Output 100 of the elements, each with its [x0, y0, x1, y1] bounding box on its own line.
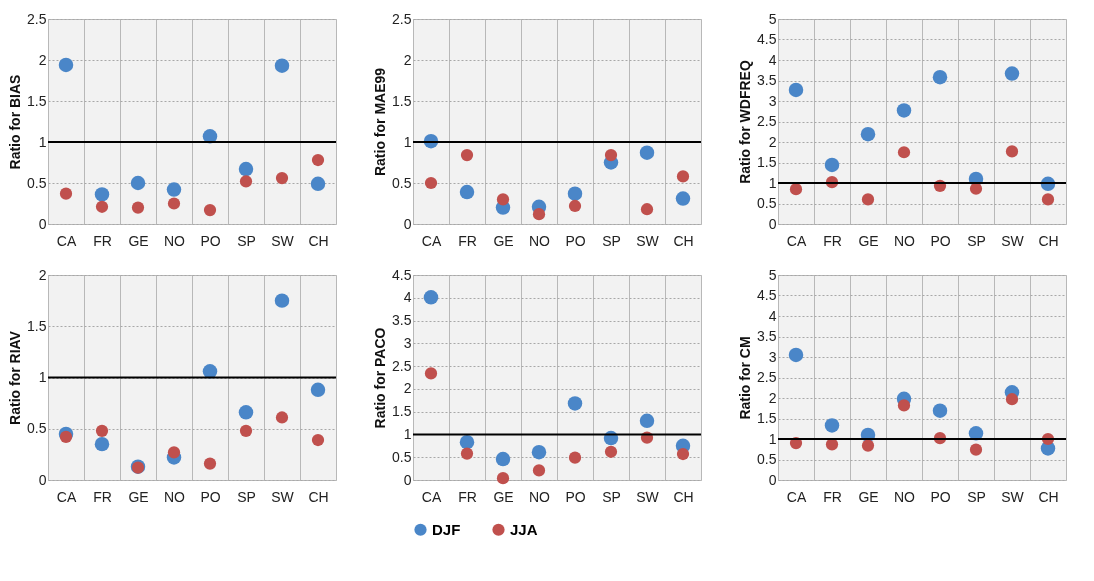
legend-label: JJA	[510, 520, 538, 538]
point	[459, 434, 475, 450]
x-tick-label: PO	[930, 488, 951, 505]
point	[310, 176, 326, 192]
point	[969, 443, 983, 456]
y-tick-label: 0.5	[392, 174, 412, 191]
point	[275, 411, 289, 424]
x-tick-label: GE	[493, 232, 514, 249]
point	[1005, 145, 1019, 158]
y-tick-label: 2.5	[27, 10, 47, 27]
x-tick-label: NO	[164, 232, 186, 249]
y-tick-label: 1.5	[392, 403, 412, 420]
x-tick-label: PO	[200, 232, 221, 249]
y-tick-label: 4	[403, 289, 412, 306]
point	[166, 182, 182, 197]
y-axis-title: Ratio for PACO	[372, 327, 389, 429]
y-tick-label: 5	[768, 10, 777, 27]
x-tick-label: CH	[1038, 488, 1059, 505]
point	[59, 430, 73, 444]
y-tick-label: 2.5	[392, 357, 412, 374]
point	[424, 176, 438, 190]
y-tick-label: 2.5	[757, 369, 777, 385]
y-tick-label: 3	[768, 348, 777, 365]
point	[932, 403, 948, 418]
y-tick-label: 2	[768, 389, 777, 406]
point	[861, 193, 875, 206]
point	[969, 182, 983, 195]
x-tick-label: FR	[458, 488, 477, 505]
y-tick-label: 4.5	[757, 31, 777, 47]
point	[460, 149, 474, 162]
x-tick-label: NO	[894, 488, 916, 505]
x-tick-label: SW	[636, 488, 660, 505]
point	[167, 197, 181, 210]
point	[203, 457, 217, 470]
point	[861, 439, 875, 452]
y-tick-label: 0	[38, 471, 47, 488]
point	[311, 433, 325, 447]
y-tick-label: 2.5	[757, 113, 777, 129]
point	[897, 399, 911, 412]
x-tick-label: SP	[602, 488, 621, 505]
y-tick-label: 3.5	[757, 328, 777, 344]
point	[568, 199, 582, 213]
point	[59, 187, 73, 200]
y-tick-label: 1.5	[757, 154, 777, 170]
point	[567, 186, 583, 201]
x-tick-label: GE	[858, 232, 879, 249]
point	[424, 367, 438, 380]
point	[789, 183, 803, 196]
x-tick-label: CA	[56, 488, 77, 505]
point	[639, 413, 655, 429]
x-tick-label: FR	[458, 232, 477, 249]
point	[897, 146, 911, 159]
point	[532, 464, 546, 477]
y-axis-title: Ratio for CM	[737, 336, 754, 420]
y-tick-label: 0	[768, 215, 777, 232]
y-tick-label: 1.5	[27, 92, 47, 109]
point	[496, 193, 510, 206]
point	[604, 445, 618, 458]
point	[567, 396, 583, 411]
point	[310, 382, 326, 398]
y-tick-label: 3.5	[392, 312, 412, 329]
point	[274, 293, 290, 308]
point	[238, 405, 254, 420]
x-tick-label: PO	[930, 232, 951, 249]
x-tick-label: NO	[164, 488, 186, 505]
y-tick-label: 1	[768, 430, 777, 447]
x-tick-label: SP	[967, 232, 986, 249]
x-tick-label: SW	[1001, 488, 1025, 505]
point	[239, 424, 253, 437]
x-tick-label: NO	[529, 488, 551, 505]
y-tick-label: 1.5	[27, 317, 47, 334]
point	[95, 200, 109, 213]
y-tick-label: 0.5	[27, 174, 47, 191]
point	[675, 191, 691, 206]
y-tick-label: 0	[403, 471, 412, 488]
x-tick-label: CA	[421, 232, 442, 249]
point	[1005, 393, 1019, 406]
y-tick-label: 0.5	[757, 451, 777, 467]
point	[95, 424, 109, 437]
y-tick-label: 0	[38, 215, 47, 232]
point	[496, 472, 510, 485]
x-tick-label: CH	[673, 488, 694, 505]
y-tick-label: 4	[768, 307, 777, 324]
point	[94, 187, 110, 202]
y-tick-label: 0.5	[27, 420, 47, 437]
y-tick-label: 1.5	[392, 92, 412, 109]
legend-label: DJF	[432, 520, 461, 538]
point	[203, 203, 217, 217]
point	[896, 103, 912, 118]
y-tick-label: 1.5	[757, 410, 777, 426]
point	[311, 153, 325, 167]
point	[532, 208, 546, 221]
point	[495, 451, 511, 467]
y-tick-label: 1	[768, 174, 777, 191]
x-tick-label: SP	[602, 232, 621, 249]
y-tick-label: 1	[38, 133, 47, 150]
point	[130, 175, 146, 191]
point	[239, 175, 253, 188]
y-tick-label: 3.5	[757, 72, 777, 88]
y-tick-label: 2.5	[392, 10, 412, 27]
